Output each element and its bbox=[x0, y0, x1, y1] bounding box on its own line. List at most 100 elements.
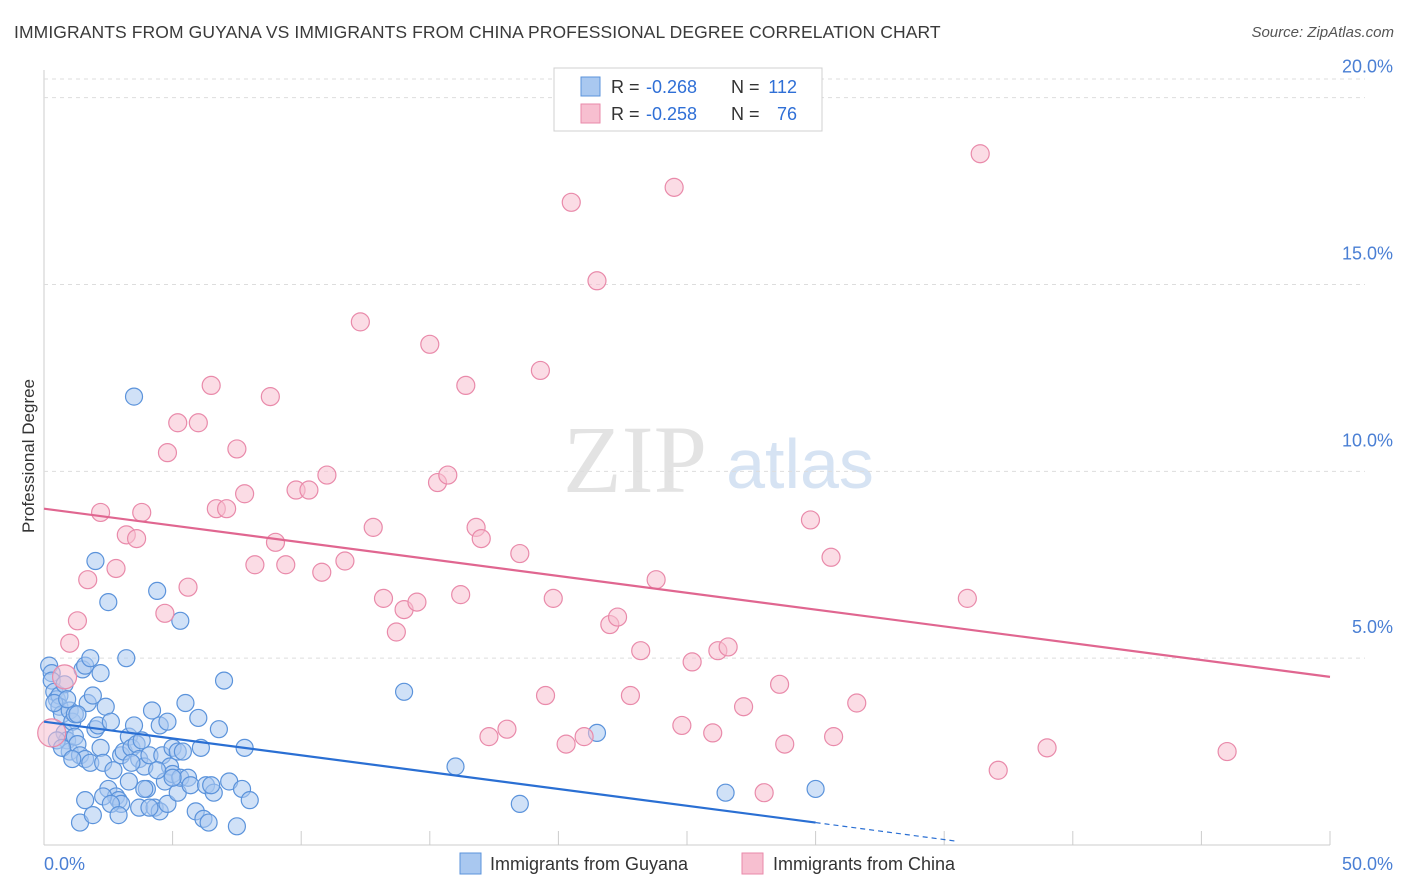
bottom-legend-swatch-china bbox=[741, 852, 764, 875]
china-point bbox=[543, 588, 563, 608]
guyana-point bbox=[199, 813, 218, 832]
china-point bbox=[386, 622, 406, 642]
china-point bbox=[821, 547, 841, 567]
stats-legend: R = -0.268 N = 112 R = -0.258 N = 76 bbox=[553, 67, 823, 132]
china-point bbox=[535, 685, 556, 706]
china-point bbox=[373, 588, 394, 608]
china-point bbox=[824, 727, 844, 747]
source-label: Source: ZipAtlas.com bbox=[1251, 24, 1394, 41]
trendline-guyana bbox=[43, 720, 816, 824]
china-point bbox=[260, 387, 280, 407]
guyana-point bbox=[83, 806, 102, 825]
china-point bbox=[312, 562, 332, 582]
legend-n-label-guyana: N = bbox=[731, 77, 760, 97]
china-point bbox=[451, 585, 471, 605]
guyana-point bbox=[117, 649, 136, 668]
china-point bbox=[561, 192, 581, 212]
china-point bbox=[132, 502, 152, 523]
guyana-point bbox=[214, 671, 234, 690]
china-point bbox=[646, 570, 666, 590]
x-tick-label-max: 50.0% bbox=[1342, 854, 1393, 874]
china-point bbox=[607, 607, 628, 627]
china-point bbox=[775, 734, 795, 754]
legend-swatch-china bbox=[580, 103, 601, 124]
china-point bbox=[847, 693, 867, 713]
guyana-point bbox=[81, 649, 100, 668]
china-point bbox=[37, 718, 67, 748]
china-point bbox=[587, 271, 607, 291]
guyana-point bbox=[148, 761, 167, 780]
guyana-point bbox=[394, 682, 414, 701]
china-point bbox=[265, 532, 286, 552]
bottom-legend-label-china: Immigrants from China bbox=[773, 854, 956, 874]
guyana-point bbox=[76, 791, 95, 810]
china-point bbox=[754, 783, 774, 803]
china-point bbox=[1217, 741, 1237, 762]
china-point bbox=[407, 592, 427, 612]
guyana-point bbox=[68, 705, 87, 724]
bottom-legend-label-guyana: Immigrants from Guyana bbox=[490, 854, 689, 874]
china-point bbox=[168, 413, 188, 433]
china-point bbox=[217, 499, 237, 519]
series-legend: Immigrants from Guyana Immigrants from C… bbox=[459, 852, 956, 875]
y-axis-label: Professional Degree bbox=[19, 379, 38, 533]
y-tick-label: 20.0% bbox=[1342, 57, 1393, 77]
guyana-point bbox=[171, 611, 190, 630]
china-point bbox=[479, 727, 499, 747]
china-point bbox=[769, 674, 790, 694]
guyana-point bbox=[86, 551, 105, 571]
china-point bbox=[235, 484, 255, 504]
china-point bbox=[60, 633, 80, 653]
china-point bbox=[155, 603, 175, 623]
guyana-point bbox=[227, 817, 246, 836]
guyana-point bbox=[510, 794, 529, 813]
watermark: ZIP atlas bbox=[563, 406, 874, 513]
trendline-guyana-extension bbox=[815, 821, 958, 842]
china-point bbox=[90, 502, 111, 523]
y-tick-label: 15.0% bbox=[1342, 244, 1393, 264]
china-point bbox=[438, 465, 458, 485]
series-guyana-points bbox=[40, 387, 825, 836]
china-point bbox=[78, 570, 98, 590]
series-china-points bbox=[37, 144, 1237, 803]
china-point bbox=[126, 528, 147, 549]
china-point bbox=[1037, 738, 1057, 758]
china-point bbox=[718, 637, 738, 657]
china-point bbox=[51, 664, 78, 690]
guyana-point bbox=[446, 757, 465, 776]
china-point bbox=[188, 413, 208, 433]
china-point bbox=[471, 528, 491, 549]
guyana-point bbox=[124, 387, 144, 406]
guyana-point bbox=[83, 686, 102, 705]
china-point bbox=[664, 177, 684, 197]
guyana-point bbox=[142, 701, 162, 720]
guyana-point bbox=[104, 761, 123, 780]
china-point bbox=[106, 558, 126, 579]
china-point bbox=[67, 611, 88, 631]
guyana-point bbox=[806, 779, 825, 799]
china-point bbox=[178, 577, 198, 597]
guyana-point bbox=[181, 776, 200, 795]
guyana-point bbox=[140, 798, 159, 817]
guyana-point bbox=[158, 712, 177, 731]
china-point bbox=[363, 517, 383, 537]
china-point bbox=[201, 375, 221, 395]
guyana-point bbox=[189, 708, 208, 728]
guyana-point bbox=[124, 716, 144, 735]
china-point bbox=[299, 480, 319, 500]
y-tick-label: 5.0% bbox=[1352, 617, 1393, 637]
guyana-point bbox=[209, 720, 228, 739]
gridlines bbox=[44, 78, 1365, 659]
china-point bbox=[227, 439, 247, 459]
china-point bbox=[957, 588, 977, 608]
guyana-point bbox=[91, 738, 110, 757]
china-point bbox=[510, 543, 530, 564]
trendlines bbox=[43, 507, 1331, 842]
china-point bbox=[682, 652, 702, 672]
y-tick-label: 10.0% bbox=[1342, 430, 1393, 450]
legend-n-value-guyana: 112 bbox=[768, 77, 797, 97]
guyana-point bbox=[122, 753, 141, 772]
x-tick-label-min: 0.0% bbox=[44, 854, 85, 874]
china-point bbox=[530, 360, 550, 381]
